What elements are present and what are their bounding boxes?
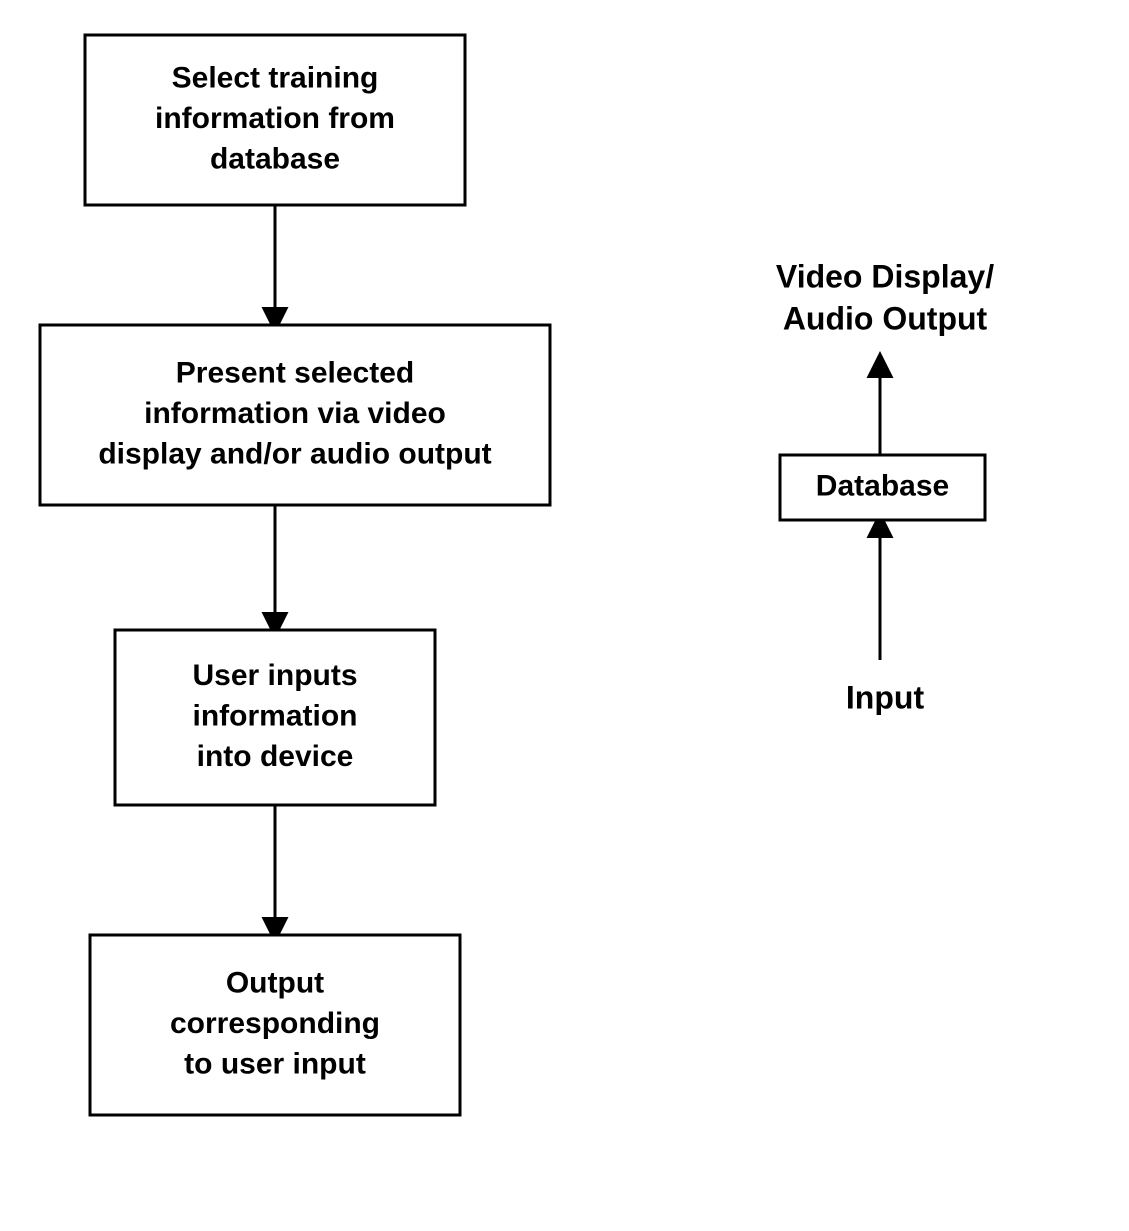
label-text: Video Display/ xyxy=(776,259,994,295)
flowchart-canvas: Select training information from database P… xyxy=(0,0,1129,1231)
node-label: display and/or audio output xyxy=(98,437,491,470)
node-label: information from xyxy=(155,102,395,135)
node-label: Select training xyxy=(172,61,379,94)
flow-node-n3: User inputs information into device xyxy=(115,630,435,805)
node-label: information xyxy=(193,699,358,732)
node-label: database xyxy=(210,142,340,175)
flow-node-n2: Present selected information via video dis… xyxy=(40,325,550,505)
free-label-l1: Video Display/Audio Output xyxy=(776,259,994,337)
node-label: information via video xyxy=(144,397,446,430)
flow-node-n1: Select training information from database xyxy=(85,35,465,205)
free-label-l2: Input xyxy=(846,679,925,715)
node-label: Present selected xyxy=(176,356,414,389)
node-label: Output xyxy=(226,966,324,999)
node-label: to user input xyxy=(184,1047,366,1080)
nodes-layer: Select training information from database P… xyxy=(40,35,985,1115)
label-text: Audio Output xyxy=(783,300,988,336)
flow-node-n4: Output corresponding to user input xyxy=(90,935,460,1115)
node-label: User inputs xyxy=(192,659,357,692)
flow-node-n5: Database xyxy=(780,455,985,520)
label-text: Input xyxy=(846,679,925,715)
node-label: corresponding xyxy=(170,1007,380,1040)
node-label: into device xyxy=(197,740,354,773)
node-label: Database xyxy=(816,469,949,502)
